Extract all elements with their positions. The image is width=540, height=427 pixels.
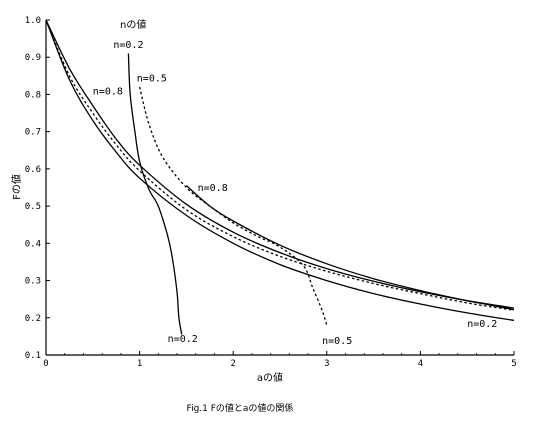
y-tick-label: 0.3 — [25, 277, 41, 287]
series-line-n05_lower — [45, 19, 515, 311]
legend-title: nの値 — [120, 18, 146, 31]
y-axis-title: Fの値 — [10, 174, 23, 200]
curve-label: n=0.2 — [168, 334, 198, 345]
y-tick-label: 0.2 — [25, 314, 41, 324]
y-tick-label: 0.6 — [25, 165, 41, 175]
curve-label: n=0.5 — [322, 336, 352, 347]
y-tick-label: 0.5 — [25, 202, 41, 212]
series-line-n08_lower — [45, 19, 515, 309]
x-tick-label: 4 — [418, 359, 423, 369]
y-tick-label: 0.7 — [25, 128, 41, 138]
y-tick-label: 0.9 — [25, 53, 41, 63]
x-tick-label: 1 — [137, 359, 142, 369]
y-tick-label: 0.1 — [25, 351, 41, 361]
x-tick-label: 2 — [230, 359, 235, 369]
curve-label: n=0.5 — [137, 73, 167, 84]
series-line-n08_upper — [185, 185, 515, 311]
annotation-layer: n=0.2 n=0.5 n=0.8 n=0.8 n=0.2 n=0.5 n=0.2 — [93, 40, 498, 347]
y-tick-label: 0.8 — [25, 90, 41, 100]
y-tick-label: 0.4 — [25, 239, 41, 249]
x-tick-label: 3 — [324, 359, 329, 369]
curve-label: n=0.8 — [93, 86, 123, 97]
figure-caption: Fig.1 Fの値とaの値の関係 — [187, 402, 294, 414]
x-axis-title: aの値 — [257, 371, 283, 384]
x-tick-label: 0 — [43, 359, 48, 369]
curve-label: n=0.2 — [113, 40, 143, 51]
y-tick-label: 1.0 — [25, 16, 41, 26]
curve-label: n=0.8 — [198, 183, 228, 194]
axes: 0 1 2 3 4 5 0.1 0.2 0.3 0.4 0.5 0.6 0.7 0.8 0.9 1.0 — [25, 16, 517, 369]
series-line-n02_lower — [45, 19, 515, 322]
x-tick-label: 5 — [511, 359, 516, 369]
series-layer — [45, 19, 515, 335]
curve-label: n=0.2 — [467, 319, 497, 330]
series-line-n02_upper — [127, 53, 183, 335]
series-line-n05_upper — [138, 86, 328, 326]
